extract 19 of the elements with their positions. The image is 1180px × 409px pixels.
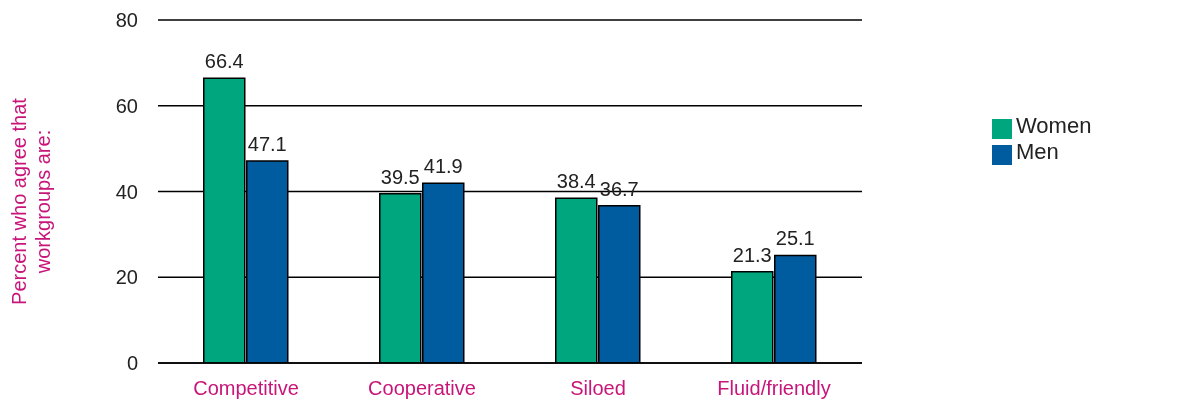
y-tick-label: 40: [115, 180, 138, 203]
legend-label: Women: [1016, 113, 1092, 138]
x-tick-label: Siloed: [570, 377, 626, 400]
data-label: 47.1: [247, 133, 287, 156]
data-label: 38.4: [556, 170, 596, 193]
x-tick-label: Cooperative: [368, 377, 476, 400]
x-tick-label: Competitive: [193, 377, 299, 400]
legend-label: Men: [1016, 139, 1059, 164]
y-tick-label: 60: [115, 94, 138, 117]
data-label: 25.1: [775, 227, 815, 250]
x-tick-label: Fluid/friendly: [717, 377, 831, 400]
y-tick-label: 20: [115, 266, 138, 289]
y-tick-label: 80: [115, 9, 138, 32]
y-axis-title: Percent who agree that workgroups are:: [8, 97, 54, 305]
data-label: 39.5: [380, 165, 420, 188]
data-label: 41.9: [423, 155, 463, 178]
data-label: 66.4: [204, 50, 244, 73]
data-label: 21.3: [732, 243, 772, 266]
y-tick-label: 0: [126, 352, 138, 375]
